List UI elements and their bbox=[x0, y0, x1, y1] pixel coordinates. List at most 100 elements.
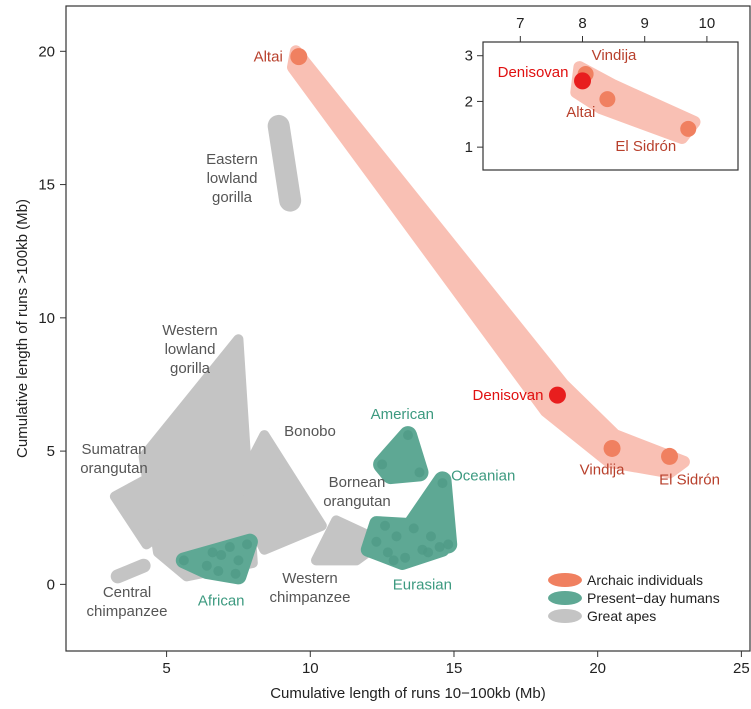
label-western-lowland-gorilla: Western lowland gorilla bbox=[162, 322, 218, 377]
label-bornean-orangutan: Bornean orangutan bbox=[323, 474, 391, 510]
human-point-african bbox=[178, 555, 189, 566]
label-oceanian: Oceanian bbox=[451, 467, 515, 484]
archaic-point-altai bbox=[290, 48, 308, 66]
human-point-oceanian bbox=[437, 478, 448, 489]
human-point-oceanian bbox=[425, 531, 436, 542]
human-point-african bbox=[230, 568, 241, 579]
inset-y-tick-label: 2 bbox=[465, 93, 473, 110]
label-central-chimpanzee: Central chimpanzee bbox=[87, 584, 168, 620]
human-point-oceanian bbox=[443, 539, 454, 550]
inset-point-denisovan bbox=[574, 72, 592, 90]
human-point-african bbox=[242, 539, 253, 550]
label-line: Sumatran bbox=[81, 441, 146, 458]
human-point-eurasian bbox=[371, 536, 382, 547]
human-point-eurasian bbox=[388, 555, 399, 566]
human-point-eurasian bbox=[391, 531, 402, 542]
archaic-point-denisovan bbox=[548, 386, 566, 404]
human-point-eurasian bbox=[434, 542, 445, 553]
y-tick-label: 0 bbox=[47, 576, 55, 593]
ape-region-sumatran-orangutan bbox=[109, 472, 207, 550]
label-line: gorilla bbox=[212, 189, 253, 206]
great-apes-regions bbox=[109, 114, 388, 584]
main-axes: 5 10 15 20 25 0 5 10 15 20 Cumulative length of ru… bbox=[14, 43, 750, 702]
inset-plot: 7 8 9 10 1 2 3 Denisovan Vindija Altai El Sidrón bbox=[465, 15, 739, 171]
legend-label-apes: Great apes bbox=[587, 608, 656, 624]
label-sumatran-orangutan: Sumatran orangutan bbox=[80, 441, 148, 477]
human-point-eurasian bbox=[423, 547, 434, 558]
inset-label-denisovan: Denisovan bbox=[498, 64, 569, 81]
group-labels: Altai Denisovan Vindija El Sidrón American Oc… bbox=[80, 49, 720, 620]
human-point-african bbox=[233, 555, 244, 566]
label-denisovan: Denisovan bbox=[473, 387, 544, 404]
legend-swatch-apes bbox=[548, 609, 582, 623]
ape-region-bonobo bbox=[230, 430, 327, 555]
human-point-african bbox=[224, 542, 235, 553]
inset-x-tick-label: 7 bbox=[516, 15, 524, 32]
inset-y-tick-label: 3 bbox=[465, 48, 473, 65]
label-line: Eastern bbox=[206, 151, 258, 168]
inset-label-vindija: Vindija bbox=[592, 47, 637, 64]
inset-content: 7 8 9 10 1 2 3 Denisovan Vindija Altai El Sidrón bbox=[465, 15, 716, 156]
label-line: chimpanzee bbox=[270, 589, 351, 606]
label-altai: Altai bbox=[254, 49, 283, 66]
label-eastern-lowland-gorilla: Eastern lowland gorilla bbox=[206, 151, 258, 206]
archaic-point-vindija bbox=[603, 439, 621, 457]
human-point-eurasian bbox=[400, 552, 411, 563]
label-african: African bbox=[198, 593, 245, 610]
plot-frame bbox=[65, 5, 751, 652]
human-point-american bbox=[377, 459, 388, 470]
label-line: chimpanzee bbox=[87, 603, 168, 620]
human-point-american bbox=[414, 467, 425, 478]
archaic-region bbox=[287, 45, 690, 479]
label-american: American bbox=[371, 406, 434, 423]
human-point-eurasian bbox=[408, 523, 419, 534]
archaic-point-elsidrn bbox=[661, 447, 679, 465]
x-tick-label: 15 bbox=[446, 660, 463, 677]
label-line: Bonobo bbox=[284, 423, 336, 440]
inset-x-tick-label: 10 bbox=[699, 15, 716, 32]
y-axis-label: Cumulative length of runs >100kb (Mb) bbox=[14, 199, 31, 458]
legend-label-archaic: Archaic individuals bbox=[587, 572, 703, 588]
ape-region-eastern-lowland-gorilla bbox=[267, 114, 302, 212]
label-line: lowland bbox=[207, 170, 258, 187]
human-point-american bbox=[403, 430, 413, 441]
label-el-sidron: El Sidrón bbox=[659, 471, 720, 488]
human-point-african bbox=[201, 560, 212, 571]
label-line: lowland bbox=[165, 341, 216, 358]
human-point-african bbox=[207, 547, 218, 558]
human-point-african bbox=[216, 550, 227, 561]
label-line: orangutan bbox=[80, 460, 148, 477]
inset-label-el-sidron: El Sidrón bbox=[615, 138, 676, 155]
legend-label-humans: Present−day humans bbox=[587, 590, 720, 606]
human-point-eurasian bbox=[380, 520, 391, 531]
label-line: Western bbox=[162, 322, 218, 339]
archaic-region-shape bbox=[287, 45, 690, 479]
label-western-chimpanzee: Western chimpanzee bbox=[270, 570, 351, 606]
legend-swatch-archaic bbox=[548, 573, 582, 587]
x-tick-label: 10 bbox=[302, 660, 319, 677]
data-marks bbox=[178, 48, 679, 579]
y-tick-label: 15 bbox=[38, 177, 55, 194]
inset-x-tick-label: 8 bbox=[578, 15, 586, 32]
label-eurasian: Eurasian bbox=[393, 577, 452, 594]
x-tick-label: 20 bbox=[589, 660, 606, 677]
human-point-african bbox=[213, 566, 224, 577]
inset-point-altai bbox=[599, 91, 616, 108]
legend: Archaic individuals Present−day humans G… bbox=[548, 572, 720, 624]
label-line: orangutan bbox=[323, 493, 391, 510]
legend-swatch-humans bbox=[548, 591, 582, 605]
label-line: Central bbox=[103, 584, 151, 601]
inset-x-tick-label: 9 bbox=[641, 15, 649, 32]
x-axis-label: Cumulative length of runs 10−100kb (Mb) bbox=[270, 685, 546, 702]
x-tick-label: 5 bbox=[162, 660, 170, 677]
inset-label-altai: Altai bbox=[566, 104, 595, 121]
label-line: Western bbox=[282, 570, 338, 587]
x-tick-label: 25 bbox=[733, 660, 750, 677]
y-tick-label: 20 bbox=[38, 43, 55, 60]
human-region-american bbox=[373, 426, 429, 485]
ape-region-central-chimpanzee bbox=[110, 558, 151, 584]
inset-point-elsidrn bbox=[680, 120, 697, 137]
y-tick-label: 10 bbox=[38, 310, 55, 327]
inset-archaic-region bbox=[570, 61, 701, 144]
